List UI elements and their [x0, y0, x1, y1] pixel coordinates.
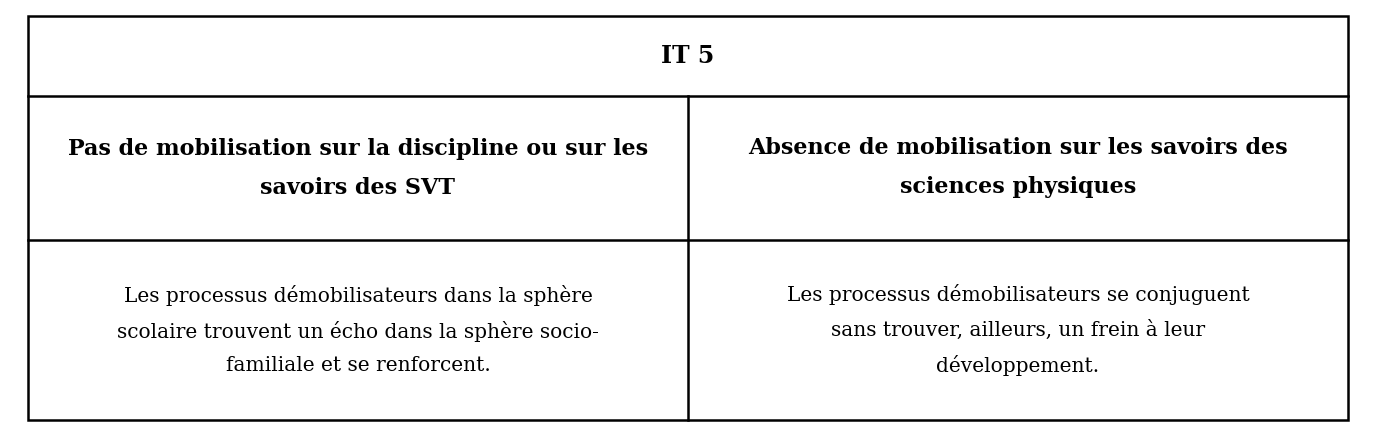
Text: Les processus démobilisateurs se conjuguent
sans trouver, ailleurs, un frein à l: Les processus démobilisateurs se conjugu… — [787, 284, 1249, 376]
Text: Absence de mobilisation sur les savoirs des
sciences physiques: Absence de mobilisation sur les savoirs … — [749, 137, 1288, 198]
Text: Pas de mobilisation sur la discipline ou sur les
savoirs des SVT: Pas de mobilisation sur la discipline ou… — [67, 137, 648, 198]
Text: Les processus démobilisateurs dans la sphère
scolaire trouvent un écho dans la s: Les processus démobilisateurs dans la sp… — [117, 285, 599, 375]
Text: IT 5: IT 5 — [662, 44, 714, 68]
